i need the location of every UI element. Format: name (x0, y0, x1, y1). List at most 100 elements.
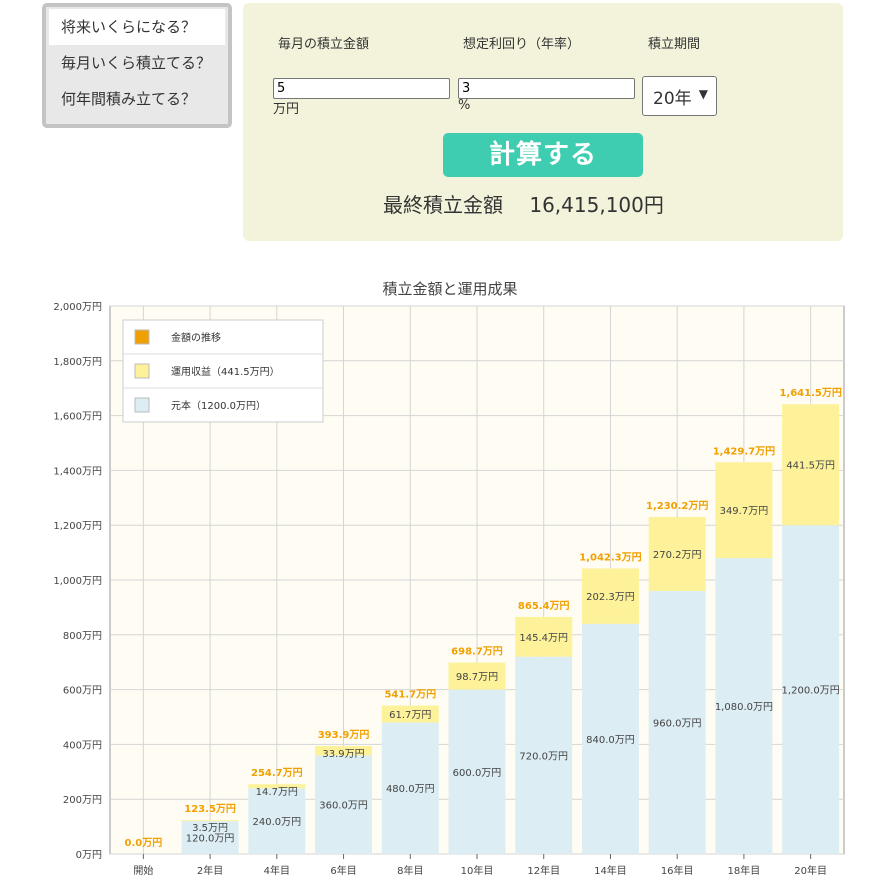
total-label: 865.4万円 (518, 600, 570, 612)
bar-gain (581, 568, 639, 624)
legend-swatch (134, 329, 150, 345)
bar-gain (381, 705, 439, 723)
y-tick-label: 1,200万円 (53, 521, 102, 532)
legend-box (122, 319, 324, 423)
x-tick-label: 6年目 (330, 864, 356, 877)
total-label: 254.7万円 (251, 767, 303, 779)
gain-label: 61.7万円 (389, 710, 431, 721)
legend-label: 運用収益（441.5万円） (171, 365, 280, 378)
mode-period[interactable]: 何年間積み立てる？ (61, 90, 197, 108)
bar-gain (515, 616, 573, 657)
y-tick-label: 200万円 (63, 795, 102, 806)
principal-label: 840.0万円 (586, 735, 635, 746)
bar-gain (315, 746, 373, 756)
y-tick-label: 2,000万円 (53, 302, 102, 313)
x-tick-label: 2年目 (197, 864, 223, 877)
chevron-down-icon: ▼ (698, 87, 708, 101)
principal-label: 360.0万円 (319, 801, 368, 812)
chart-svg: 0万円 200万円 400万円 600万円 800万円 1,000万円 1,200万円 1,4… (53, 302, 845, 877)
principal-label: 120.0万円 (186, 834, 235, 845)
mode-menu: 将来いくらになる？ 毎月いくら積立てる？ 何年間積み立てる？ (42, 3, 232, 128)
rate-unit: % (458, 98, 471, 113)
bar-principal (581, 623, 639, 854)
chart-container: 積立金額と運用成果 0万円 200万円 400万円 600万円 800万円 1,000万円… (0, 270, 883, 891)
principal-label: 600.0万円 (453, 768, 502, 779)
result-value: 16,415,100円 (529, 193, 664, 217)
bar-principal (448, 689, 506, 854)
x-tick-label: 8年目 (397, 864, 423, 877)
rate-input[interactable] (458, 78, 635, 99)
gain-label: 3.5万円 (192, 823, 228, 834)
bar-gain (782, 404, 840, 526)
period-label: 積立期間 (648, 37, 701, 52)
monthly-amount-unit: 万円 (273, 102, 300, 117)
rate-label: 想定利回り（年率） (463, 37, 581, 52)
y-tick-label: 600万円 (63, 686, 102, 697)
gain-label: 441.5万円 (786, 461, 835, 472)
bar-principal (515, 656, 573, 854)
calculator-panel: 毎月の積立金額 想定利回り（年率） 積立期間 万円 % 20年 ▼ 計算する 最… (243, 3, 843, 241)
principal-label: 1,080.0万円 (715, 702, 773, 713)
principal-label: 720.0万円 (519, 751, 568, 762)
gain-label: 33.9万円 (322, 749, 364, 760)
x-tick-label: 4年目 (264, 864, 290, 877)
x-tick-label: 開始 (133, 864, 153, 877)
gain-label: 349.7万円 (720, 506, 769, 517)
y-tick-label: 1,800万円 (53, 357, 102, 368)
result-label: 最終積立金額 (383, 193, 503, 217)
bar-principal (315, 755, 373, 854)
bar-principal (181, 821, 239, 854)
bar-principal (648, 590, 706, 854)
bar-principal (715, 558, 773, 854)
bar-gain (248, 784, 306, 789)
y-tick-label: 1,000万円 (53, 576, 102, 587)
bar-gain (648, 516, 706, 591)
principal-label: 480.0万円 (386, 784, 435, 795)
total-label: 393.9万円 (318, 729, 370, 741)
legend-swatch (134, 363, 150, 379)
x-tick-label: 14年目 (594, 864, 627, 877)
gain-label: 145.4万円 (519, 633, 568, 644)
y-tick-label: 400万円 (63, 740, 102, 751)
mode-future-value[interactable]: 将来いくらになる？ (49, 9, 225, 45)
total-label: 0.0万円 (125, 837, 163, 849)
x-tick-label: 12年目 (527, 864, 560, 877)
total-label: 1,641.5万円 (779, 387, 841, 399)
y-tick-label: 1,400万円 (53, 466, 102, 477)
legend-swatch (134, 397, 150, 413)
chart-title: 積立金額と運用成果 (382, 280, 518, 298)
bar-principal (381, 722, 439, 854)
x-tick-label: 20年目 (794, 864, 827, 877)
gain-label: 270.2万円 (653, 550, 702, 561)
principal-label: 240.0万円 (252, 817, 301, 828)
bar-gain (715, 462, 773, 559)
y-tick-label: 800万円 (63, 631, 102, 642)
x-tick-label: 18年目 (728, 864, 761, 877)
bar-principal (248, 788, 306, 854)
bar-principal (782, 525, 840, 854)
y-tick-label: 0万円 (76, 850, 102, 861)
result-row: 最終積立金額 16,415,100円 (383, 189, 664, 218)
x-tick-label: 16年目 (661, 864, 694, 877)
legend-label: 金額の推移 (171, 331, 221, 344)
principal-label: 1,200.0万円 (782, 686, 840, 697)
gain-label: 98.7万円 (456, 672, 498, 683)
monthly-amount-input[interactable] (273, 78, 450, 99)
x-tick-label: 10年目 (461, 864, 494, 877)
period-selected-value: 20年 (653, 88, 692, 109)
principal-label: 960.0万円 (653, 718, 702, 729)
monthly-amount-label: 毎月の積立金額 (278, 37, 370, 52)
total-label: 1,230.2万円 (646, 500, 708, 512)
total-label: 698.7万円 (451, 646, 503, 658)
gain-label: 202.3万円 (586, 592, 635, 603)
y-tick-label: 1,600万円 (53, 412, 102, 423)
period-select[interactable]: 20年 ▼ (642, 76, 717, 116)
legend-label: 元本（1200.0万円） (171, 399, 266, 412)
bar-gain (448, 662, 506, 690)
total-label: 123.5万円 (184, 803, 236, 815)
bar-gain (181, 820, 239, 822)
total-label: 1,429.7万円 (713, 445, 775, 457)
mode-monthly-amount[interactable]: 毎月いくら積立てる？ (61, 54, 212, 72)
calculate-button[interactable]: 計算する (443, 133, 643, 177)
total-label: 1,042.3万円 (579, 551, 641, 563)
